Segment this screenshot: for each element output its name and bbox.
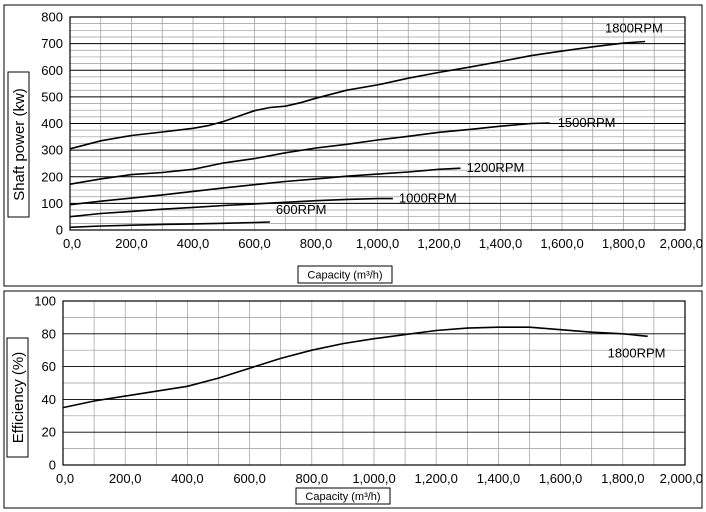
efficiency-y-tick-label: 20 [42,425,56,440]
shaft-power-series-label-1200rpm: 1200RPM [467,160,525,175]
shaft-power-series-label-1000rpm: 1000RPM [399,191,457,206]
shaft-power-curve-1000rpm [69,197,393,218]
shaft-power-y-tick-label: 0 [56,223,63,238]
shaft-power-x-tick-label: 1,200,0 [417,236,460,251]
efficiency-curves [62,326,648,409]
efficiency-x-tick-label: 800,0 [296,471,329,486]
efficiency-x-tick-label: 1,400,0 [477,471,520,486]
efficiency-ylabel-box: Efficiency (%) [6,337,29,458]
shaft-power-xlabel-box: Capacity (m³/h) [297,265,393,284]
shaft-power-chart: 0 100 200 300 400 500 600 700 800 0,0 200,0 400,0 6… [7,10,703,284]
shaft-power-ylabel-box: Shaft power (kw) [7,71,30,218]
efficiency-y-tick-label: 80 [42,326,56,341]
efficiency-x-tick-label: 0,0 [56,471,74,486]
efficiency-panel-frame [3,290,703,509]
efficiency-ylabel: Efficiency (%) [10,352,27,443]
shaft-power-curve-600rpm [69,221,270,229]
shaft-power-ylabel: Shaft power (kw) [11,88,28,201]
efficiency-x-tick-label: 1,600,0 [539,471,582,486]
shaft-power-x-axis: 0,0 200,0 400,0 600,0 800,0 1,000,0 1,200,0 1,4… [63,236,703,251]
shaft-power-y-tick-label: 700 [41,36,63,51]
efficiency-x-tick-label: 1,000,0 [352,471,395,486]
efficiency-plot-area [62,300,686,466]
efficiency-x-tick-label: 400,0 [171,471,204,486]
shaft-power-y-tick-label: 500 [41,89,63,104]
shaft-power-y-tick-label: 400 [41,116,63,131]
efficiency-curve-1800rpm [62,326,648,409]
efficiency-xlabel-box: Capacity (m³/h) [295,487,391,505]
shaft-power-curves [69,40,646,229]
shaft-power-panel-frame [3,4,703,287]
shaft-power-x-tick-label: 2,000,0 [660,236,703,251]
shaft-power-y-tick-label: 600 [41,63,63,78]
shaft-power-series-label-600rpm: 600RPM [276,202,327,217]
shaft-power-x-tick-label: 1,600,0 [540,236,583,251]
shaft-power-x-tick-label: 1,000,0 [356,236,399,251]
shaft-power-y-axis: 0 100 200 300 400 500 600 700 800 [41,10,63,238]
shaft-power-x-tick-label: 800,0 [300,236,333,251]
shaft-power-x-tick-label: 200,0 [115,236,148,251]
shaft-power-series-label-1800rpm: 1800RPM [605,20,663,35]
efficiency-x-tick-label: 2,000,0 [660,471,703,486]
shaft-power-series-labels: 1800RPM 1500RPM 1200RPM 1000RPM 600RPM [276,20,663,217]
shaft-power-x-tick-label: 0,0 [63,236,81,251]
shaft-power-y-tick-label: 300 [41,143,63,158]
efficiency-grid [62,300,686,466]
efficiency-x-axis: 0,0 200,0 400,0 600,0 800,0 1,000,0 1,200,0 1,4… [56,471,703,486]
efficiency-x-tick-label: 1,200,0 [415,471,458,486]
efficiency-chart: 0 20 40 60 80 100 0,0 200,0 400,0 600,0 800,0 1,00… [6,294,703,505]
efficiency-y-tick-label: 60 [42,359,56,374]
efficiency-y-tick-label: 40 [42,392,56,407]
shaft-power-x-tick-label: 1,800,0 [602,236,645,251]
shaft-power-y-tick-label: 100 [41,196,63,211]
shaft-power-x-tick-label: 1,400,0 [479,236,522,251]
shaft-power-curve-1200rpm [69,167,461,206]
shaft-power-curve-1800rpm [69,40,646,150]
shaft-power-x-tick-label: 400,0 [177,236,210,251]
efficiency-xlabel: Capacity (m³/h) [305,491,380,503]
shaft-power-y-tick-label: 800 [41,10,63,25]
shaft-power-x-tick-label: 600,0 [238,236,271,251]
efficiency-y-tick-label: 0 [49,458,56,473]
efficiency-y-tick-label: 100 [34,294,56,309]
efficiency-y-axis: 0 20 40 60 80 100 [34,294,56,473]
efficiency-x-tick-label: 600,0 [233,471,266,486]
shaft-power-xlabel: Capacity (m³/h) [307,270,382,282]
efficiency-x-tick-label: 200,0 [109,471,142,486]
efficiency-series-labels: 1800RPM [608,345,666,360]
shaft-power-curve-1500rpm [69,122,550,185]
efficiency-x-tick-label: 1,800,0 [601,471,644,486]
shaft-power-plot-area [69,16,686,231]
efficiency-series-label-1800rpm: 1800RPM [608,345,666,360]
shaft-power-y-tick-label: 200 [41,169,63,184]
shaft-power-series-label-1500rpm: 1500RPM [558,115,616,130]
